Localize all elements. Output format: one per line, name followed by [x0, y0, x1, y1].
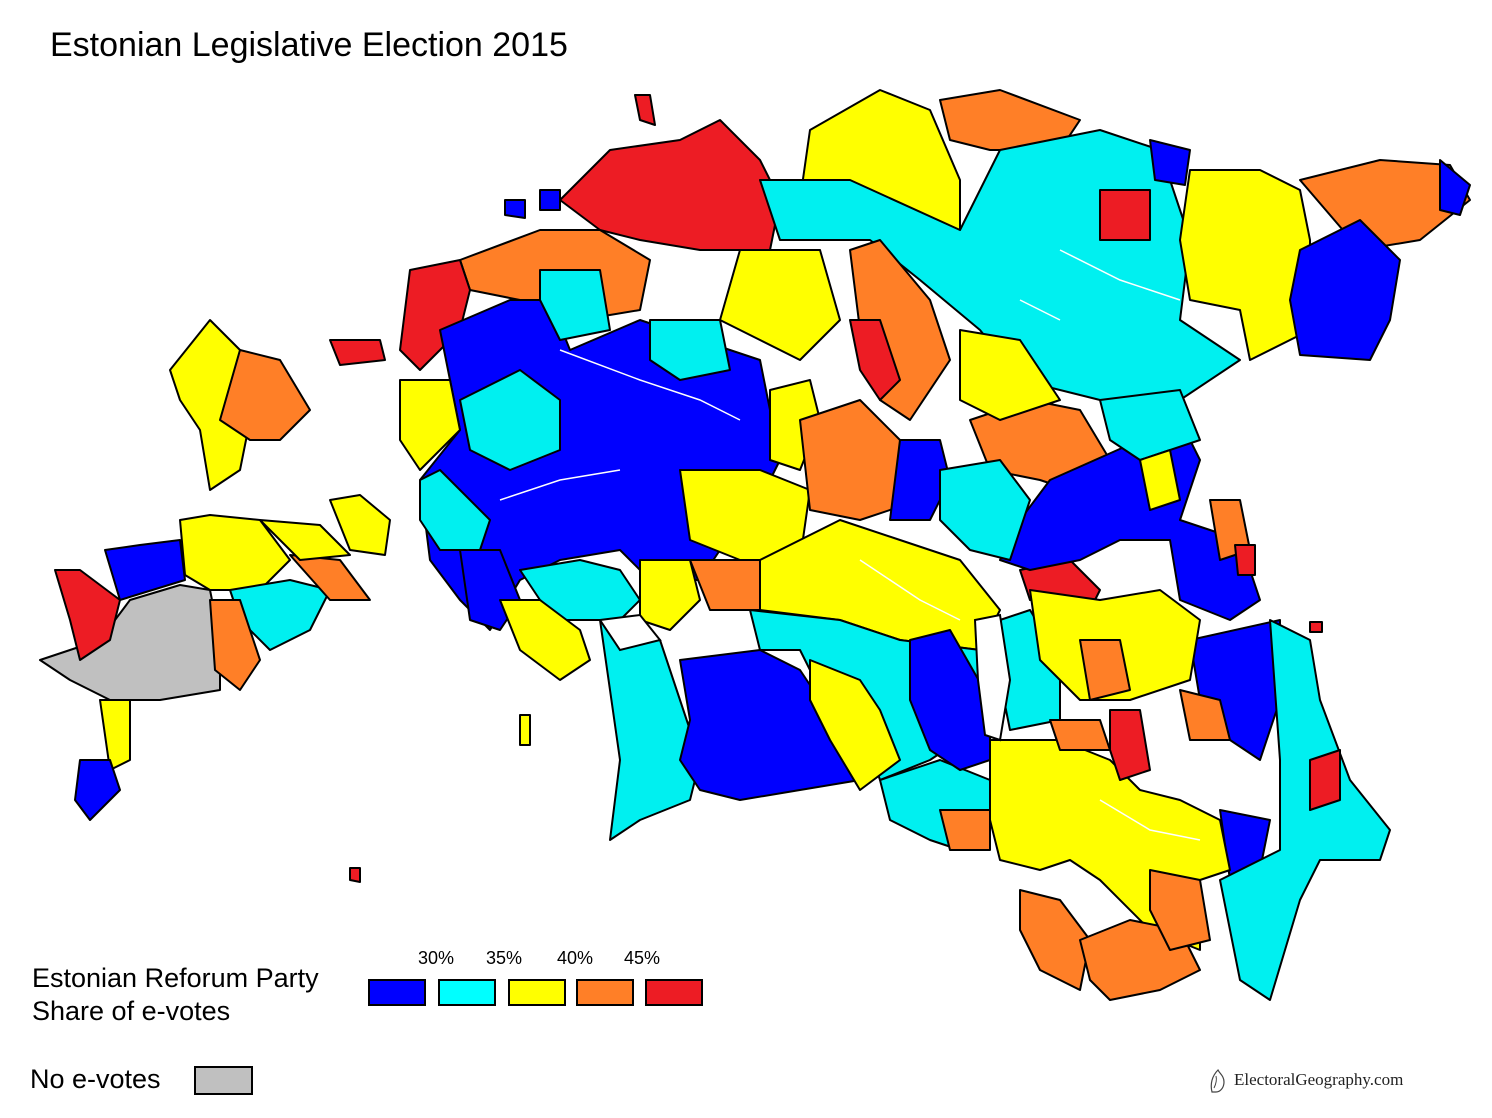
map-title: Estonian Legislative Election 2015 [50, 26, 568, 64]
no-data-label: No e-votes [30, 1064, 161, 1094]
island-hiiumaa [169, 319, 311, 491]
region-northeast-yellow [1179, 169, 1311, 361]
legend-title-line2: Share of e-votes [32, 996, 231, 1026]
legend-threshold-30: 30% [418, 948, 455, 968]
island-vormsi [329, 339, 386, 366]
region-south-blue [459, 549, 1031, 831]
region-northeast-blue [1149, 139, 1471, 361]
legend-swatch-blue [368, 979, 426, 1006]
legend-threshold-45: 45% [624, 948, 661, 968]
small-islands [349, 94, 1323, 883]
legend-threshold-40: 40% [557, 948, 594, 968]
no-data-swatch [194, 1066, 253, 1095]
credit[interactable]: ElectoralGeography.com [1206, 1066, 1403, 1094]
legend-threshold-35: 35% [486, 948, 523, 968]
lake-vortsjarv [973, 613, 1012, 742]
region-east-blue [889, 419, 1281, 881]
region-south-red [1109, 544, 1341, 811]
lake-baltic-bay [598, 613, 662, 652]
region-southeast-yellow [959, 329, 1181, 511]
legend-swatch-red [645, 979, 703, 1006]
credit-text: ElectoralGeography.com [1234, 1070, 1404, 1089]
legend-title-line1: Estonian Reforum Party [32, 963, 319, 993]
island-saaremaa [39, 514, 371, 821]
logo-icon [1210, 1068, 1225, 1093]
legend-swatch-cyan [438, 979, 496, 1006]
region-central-cyan-west [459, 269, 731, 471]
island-muhu [329, 494, 391, 556]
legend-swatch-orange [576, 979, 634, 1006]
legend-swatch-yellow [508, 979, 566, 1006]
legend-title: Estonian Reforum Party Share of e-votes [32, 962, 319, 1028]
